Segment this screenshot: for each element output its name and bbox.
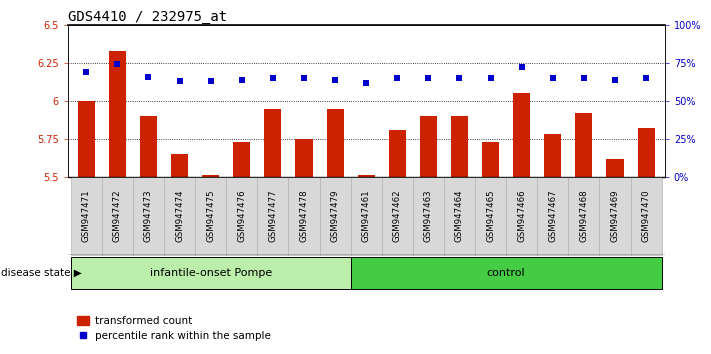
Point xyxy=(236,77,247,82)
Bar xyxy=(264,108,282,177)
Bar xyxy=(133,177,164,255)
Bar xyxy=(171,154,188,177)
Text: GSM947473: GSM947473 xyxy=(144,190,153,242)
Bar xyxy=(389,130,406,177)
Point xyxy=(360,80,372,85)
Text: GSM947469: GSM947469 xyxy=(611,190,619,242)
Bar xyxy=(257,177,289,255)
Bar xyxy=(70,177,102,255)
Point xyxy=(329,77,341,82)
Point xyxy=(547,75,559,81)
Text: disease state ▶: disease state ▶ xyxy=(1,268,82,278)
Text: GSM947479: GSM947479 xyxy=(331,190,340,242)
Bar xyxy=(444,177,475,255)
Legend: transformed count, percentile rank within the sample: transformed count, percentile rank withi… xyxy=(73,312,274,345)
Bar xyxy=(638,128,655,177)
Bar xyxy=(513,93,530,177)
Point xyxy=(516,64,528,70)
Point xyxy=(112,62,123,67)
Bar xyxy=(382,177,413,255)
Bar xyxy=(164,177,195,255)
Text: GSM947472: GSM947472 xyxy=(113,190,122,242)
Bar xyxy=(326,108,343,177)
Bar xyxy=(575,113,592,177)
Bar xyxy=(482,142,499,177)
Bar xyxy=(140,116,157,177)
Text: GSM947470: GSM947470 xyxy=(641,190,651,242)
Text: GSM947462: GSM947462 xyxy=(392,190,402,242)
Text: GSM947477: GSM947477 xyxy=(268,190,277,242)
Text: GSM947475: GSM947475 xyxy=(206,190,215,242)
Text: control: control xyxy=(487,268,525,278)
Text: GSM947467: GSM947467 xyxy=(548,190,557,242)
Bar xyxy=(506,177,538,255)
Bar xyxy=(70,257,351,289)
Bar xyxy=(631,177,662,255)
Text: GSM947476: GSM947476 xyxy=(237,190,246,242)
Text: GSM947465: GSM947465 xyxy=(486,190,495,242)
Text: GSM947466: GSM947466 xyxy=(517,190,526,242)
Bar xyxy=(599,177,631,255)
Bar xyxy=(568,177,599,255)
Point xyxy=(392,75,403,81)
Bar xyxy=(413,177,444,255)
Text: GSM947463: GSM947463 xyxy=(424,190,433,242)
Point xyxy=(143,74,154,79)
Bar xyxy=(289,177,319,255)
Point xyxy=(267,75,279,81)
Point xyxy=(422,75,434,81)
Bar xyxy=(195,177,226,255)
Text: GDS4410 / 232975_at: GDS4410 / 232975_at xyxy=(68,10,227,24)
Bar xyxy=(319,177,351,255)
Point xyxy=(454,75,465,81)
Text: GSM947468: GSM947468 xyxy=(579,190,589,242)
Text: infantile-onset Pompe: infantile-onset Pompe xyxy=(149,268,272,278)
Point xyxy=(174,78,186,84)
Bar xyxy=(109,51,126,177)
Bar xyxy=(606,159,624,177)
Bar xyxy=(202,176,219,177)
Point xyxy=(641,75,652,81)
Bar xyxy=(351,177,382,255)
Text: GSM947478: GSM947478 xyxy=(299,190,309,242)
Bar xyxy=(102,177,133,255)
Point xyxy=(299,75,310,81)
Bar xyxy=(358,176,375,177)
Bar xyxy=(475,177,506,255)
Bar xyxy=(233,142,250,177)
Text: GSM947461: GSM947461 xyxy=(362,190,370,242)
Text: GSM947474: GSM947474 xyxy=(175,190,184,242)
Bar xyxy=(351,257,662,289)
Text: GSM947464: GSM947464 xyxy=(455,190,464,242)
Point xyxy=(205,78,216,84)
Bar xyxy=(538,177,568,255)
Bar xyxy=(419,116,437,177)
Bar xyxy=(295,139,313,177)
Point xyxy=(578,75,589,81)
Bar xyxy=(77,101,95,177)
Bar xyxy=(544,135,562,177)
Bar xyxy=(451,116,468,177)
Bar xyxy=(226,177,257,255)
Point xyxy=(485,75,496,81)
Point xyxy=(80,69,92,75)
Point xyxy=(609,77,621,82)
Text: GSM947471: GSM947471 xyxy=(82,190,91,242)
